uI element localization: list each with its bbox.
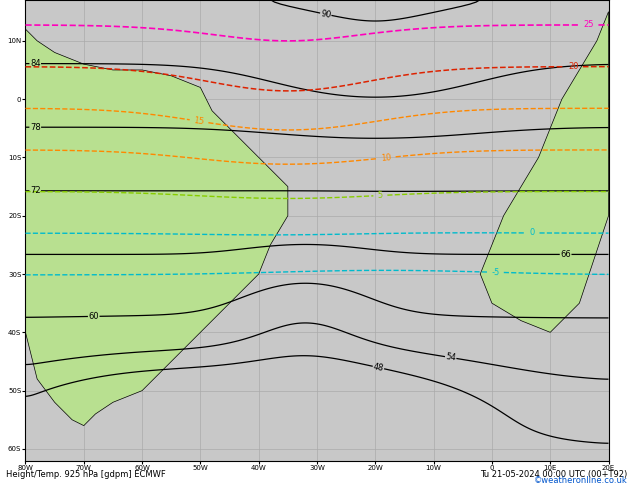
Polygon shape xyxy=(25,29,288,426)
Text: 15: 15 xyxy=(193,116,205,126)
Text: 25: 25 xyxy=(584,21,594,29)
Text: 0: 0 xyxy=(530,228,535,238)
Text: 72: 72 xyxy=(30,186,41,196)
Text: 60: 60 xyxy=(88,312,99,321)
Text: 54: 54 xyxy=(445,352,456,363)
Text: ©weatheronline.co.uk: ©weatheronline.co.uk xyxy=(534,476,628,485)
Text: 66: 66 xyxy=(560,250,571,259)
Text: 90: 90 xyxy=(320,9,332,20)
Text: 48: 48 xyxy=(372,362,385,373)
Text: 78: 78 xyxy=(30,122,41,132)
Text: -5: -5 xyxy=(491,268,500,277)
Text: 20: 20 xyxy=(568,62,579,71)
Text: 84: 84 xyxy=(30,59,41,68)
Text: 10: 10 xyxy=(380,153,392,163)
Text: 5: 5 xyxy=(378,191,383,200)
Text: Tu 21-05-2024 00:00 UTC (00+T92): Tu 21-05-2024 00:00 UTC (00+T92) xyxy=(481,470,628,479)
Text: Height/Temp. 925 hPa [gdpm] ECMWF: Height/Temp. 925 hPa [gdpm] ECMWF xyxy=(6,470,166,479)
Polygon shape xyxy=(480,12,609,332)
